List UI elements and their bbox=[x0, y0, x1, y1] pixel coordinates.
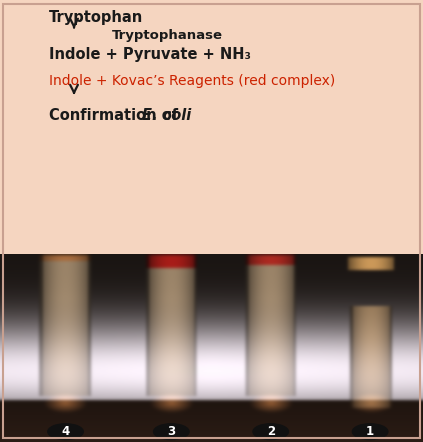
Circle shape bbox=[48, 424, 83, 439]
Text: 2: 2 bbox=[266, 425, 275, 438]
Text: Tryptophanase: Tryptophanase bbox=[112, 29, 223, 42]
Text: 1: 1 bbox=[366, 425, 374, 438]
Text: E. coli: E. coli bbox=[142, 108, 191, 123]
Circle shape bbox=[253, 424, 288, 439]
Circle shape bbox=[352, 424, 388, 439]
Text: Indole + Kovac’s Reagents (red complex): Indole + Kovac’s Reagents (red complex) bbox=[49, 74, 335, 88]
Text: Confirmation of: Confirmation of bbox=[49, 108, 183, 123]
Text: 4: 4 bbox=[61, 425, 70, 438]
Text: Tryptophan: Tryptophan bbox=[49, 10, 143, 25]
Text: Indole + Pyruvate + NH₃: Indole + Pyruvate + NH₃ bbox=[49, 47, 250, 62]
Text: 3: 3 bbox=[167, 425, 176, 438]
Circle shape bbox=[154, 424, 189, 439]
